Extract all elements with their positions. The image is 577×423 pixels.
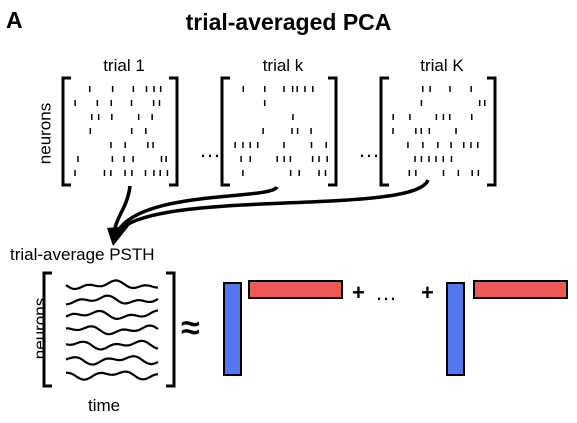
psth-trace — [66, 370, 159, 381]
matrix-left-bracket — [61, 76, 71, 187]
psth-trace — [65, 339, 159, 351]
psth-trace — [65, 294, 159, 306]
trial-k-label: trial k — [262, 56, 304, 75]
component-vector-1 — [248, 280, 343, 299]
trial-matrix-3 — [379, 76, 497, 187]
plus-symbol-2: + — [421, 280, 434, 305]
psth-trace — [65, 279, 159, 291]
loading-vector-2 — [446, 282, 465, 376]
trial-matrix-2 — [220, 76, 338, 187]
pca-components: + … + — [223, 280, 568, 376]
trial-matrices — [61, 76, 497, 187]
time-axis-label: time — [88, 396, 121, 415]
figure-title: trial-averaged PCA — [185, 9, 392, 35]
plus-symbol-1: + — [352, 280, 365, 305]
matrix-right-bracket — [328, 76, 338, 187]
psth-trace — [65, 324, 159, 336]
arrowhead — [107, 226, 129, 246]
psth-title: trial-average PSTH — [10, 245, 155, 264]
matrix-left-bracket — [220, 76, 230, 187]
matrix-right-bracket — [169, 76, 179, 187]
panel-label: A — [6, 7, 23, 33]
arrow-from-trial-K — [120, 179, 430, 230]
psth-trace — [65, 355, 159, 366]
ellipsis-2: … — [358, 137, 380, 162]
loading-vector-1 — [223, 282, 242, 376]
ellipsis-1: … — [199, 137, 221, 162]
psth-left-bracket — [42, 271, 52, 388]
approx-symbol: ≈ — [181, 309, 200, 347]
trial-1-label: trial 1 — [103, 56, 145, 75]
matrix-ellipses: … … — [199, 137, 380, 162]
averaging-arrows — [107, 179, 430, 246]
arrow-from-trial-1 — [113, 185, 132, 229]
arrow-from-trial-k — [118, 185, 279, 230]
psth-trace — [65, 309, 159, 321]
psth-matrix — [42, 271, 176, 388]
psth-right-bracket — [166, 271, 176, 388]
component-vector-2 — [473, 280, 568, 299]
matrix-right-bracket — [487, 76, 497, 187]
components-ellipsis: … — [375, 280, 397, 305]
trial-matrix-1 — [61, 76, 179, 187]
trial-K-label: trial K — [420, 56, 464, 75]
matrix-left-bracket — [379, 76, 389, 187]
